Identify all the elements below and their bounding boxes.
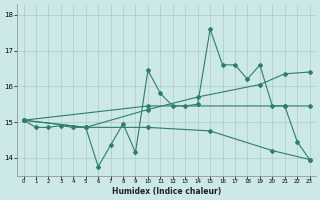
- X-axis label: Humidex (Indice chaleur): Humidex (Indice chaleur): [112, 187, 221, 196]
